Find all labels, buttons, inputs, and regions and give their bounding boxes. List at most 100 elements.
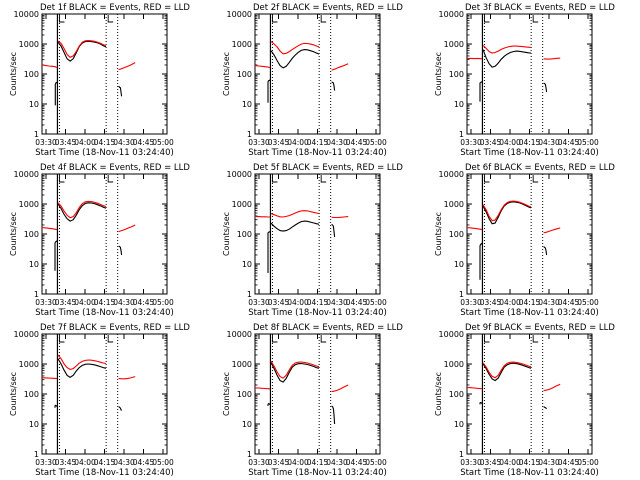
panel-7f-ytick-label: 10000 (14, 330, 39, 339)
panel-4f-xtick-label: 05:00 (152, 298, 174, 307)
panel-8f-xtick-label: 04:00 (287, 458, 309, 467)
panel-2f-title: Det 2f BLACK = Events, RED = LLD (253, 3, 403, 13)
panel-8f-xlabel: Start Time (18-Nov-11 03:24:40) (248, 468, 387, 478)
panel-8f-corner-mark (271, 335, 278, 343)
panel-5f-xtick-label: 04:15 (307, 298, 329, 307)
panel-7f-series-events-seg-1 (57, 358, 107, 378)
panel-8f-xtick-label: 05:00 (365, 458, 387, 467)
panel-7f-xtick-label: 05:00 (152, 458, 174, 467)
panel-6f-ytick-label: 1 (459, 290, 464, 299)
panel-2f: Det 2f BLACK = Events, RED = LLD 1 10 100 10… (222, 3, 403, 158)
panel-8f-title: Det 8f BLACK = Events, RED = LLD (253, 323, 403, 333)
panel-8f-series-events-seg-0 (267, 402, 271, 406)
panel-6f-series-events-seg-0 (479, 242, 483, 280)
panel-5f-series-lld-seg-2 (331, 216, 349, 219)
panel-1f-corner-mark (58, 15, 65, 23)
panel-4f-series-events-seg-0 (54, 240, 58, 271)
panel-2f-corner-mark (271, 15, 278, 23)
panel-3f-series-lld-seg-2 (543, 57, 561, 60)
panel-3f-xtick-label: 03:30 (460, 138, 482, 147)
panel-5f-title: Det 5f BLACK = Events, RED = LLD (253, 163, 403, 173)
panel-4f-series-events-seg-1 (57, 202, 107, 222)
panel-1f-title: Det 1f BLACK = Events, RED = LLD (40, 3, 190, 13)
panel-4f-corner-mark (107, 175, 114, 183)
panel-3f-ytick-label: 10 (454, 100, 464, 109)
panel-9f-corner-mark (483, 335, 490, 343)
panel-8f-ylabel: Counts/sec (222, 372, 231, 416)
panel-2f-xtick-label: 04:15 (307, 138, 329, 147)
panel-3f-xtick-label: 05:00 (577, 138, 599, 147)
panel-5f-xtick-label: 03:45 (268, 298, 290, 307)
panel-9f-xtick-label: 03:45 (480, 458, 502, 467)
panel-3f-series-events-seg-1 (482, 49, 531, 68)
panel-6f-ytick-label: 100 (449, 230, 464, 239)
panel-8f-ytick-label: 10 (242, 420, 252, 429)
panel-3f-xtick-label: 04:00 (499, 138, 521, 147)
panel-5f-xtick-label: 04:30 (326, 298, 348, 307)
panel-4f-ylabel: Counts/sec (9, 212, 18, 256)
panel-2f-series-events-seg-2 (331, 81, 336, 91)
panel-6f-ytick-label: 1000 (444, 200, 464, 209)
panel-6f-series-lld-seg-2 (543, 227, 561, 234)
panel-1f-series-events-seg-2 (118, 85, 123, 97)
panel-7f-ylabel: Counts/sec (9, 372, 18, 416)
panel-1f-xlabel: Start Time (18-Nov-11 03:24:40) (35, 148, 174, 158)
panel-5f-ytick-label: 1 (247, 290, 252, 299)
panel-9f-corner-mark (532, 335, 539, 343)
panel-8f-series-events-seg-1 (270, 362, 320, 383)
panel-2f-xtick-label: 04:45 (346, 138, 368, 147)
panel-6f-series-events-seg-1 (482, 201, 532, 225)
panel-3f-series-events-seg-2 (543, 82, 548, 93)
panel-8f-ytick-label: 100 (237, 390, 252, 399)
panel-3f-series-lld-seg-1 (482, 44, 531, 54)
panel-1f-xtick-label: 04:30 (113, 138, 135, 147)
panel-7f-xtick-label: 04:00 (74, 458, 96, 467)
panel-8f-xtick-label: 04:30 (326, 458, 348, 467)
panel-4f-xtick-label: 04:00 (74, 298, 96, 307)
panel-4f-series-events-seg-2 (118, 245, 123, 256)
panel-3f-series-events-seg-0 (479, 81, 483, 102)
panel-3f-ylabel: Counts/sec (434, 52, 443, 96)
panel-1f-corner-mark (107, 15, 114, 23)
panel-1f-series-lld-seg-0 (41, 64, 58, 69)
panel-7f-ytick-label: 1 (34, 450, 39, 459)
panel-2f-ytick-label: 100 (237, 70, 252, 79)
panel-5f-corner-mark (271, 175, 278, 183)
panel-4f-xtick-label: 03:30 (35, 298, 57, 307)
panel-4f-series-lld-seg-0 (41, 226, 58, 231)
panel-3f-ytick-label: 100 (449, 70, 464, 79)
panel-1f-ytick-label: 10000 (14, 10, 39, 19)
panel-1f-ytick-label: 10 (29, 100, 39, 109)
panel-1f-series-lld-seg-2 (118, 62, 136, 71)
panel-2f-corner-mark (320, 15, 327, 23)
panel-3f-title: Det 3f BLACK = Events, RED = LLD (465, 3, 615, 13)
panel-6f-ylabel: Counts/sec (434, 212, 443, 256)
panel-9f-series-events-seg-0 (479, 401, 483, 405)
panel-2f-series-lld-seg-2 (331, 63, 349, 71)
panel-3f-corner-mark (483, 15, 490, 23)
panel-4f-xlabel: Start Time (18-Nov-11 03:24:40) (35, 308, 174, 318)
panel-8f-corner-mark (320, 335, 327, 343)
panel-6f: Det 6f BLACK = Events, RED = LLD 1 10 100 10… (434, 163, 615, 318)
panel-6f-xlabel: Start Time (18-Nov-11 03:24:40) (460, 308, 599, 318)
panel-2f-xtick-label: 04:30 (326, 138, 348, 147)
panel-6f-title: Det 6f BLACK = Events, RED = LLD (465, 163, 615, 173)
panel-2f-ytick-label: 10 (242, 100, 252, 109)
panel-9f: Det 9f BLACK = Events, RED = LLD 1 10 100 10… (434, 323, 615, 478)
panel-4f-title: Det 4f BLACK = Events, RED = LLD (40, 163, 190, 173)
panel-3f-xtick-label: 04:30 (538, 138, 560, 147)
panel-7f-ytick-label: 1000 (19, 360, 39, 369)
panel-5f-xtick-label: 04:45 (346, 298, 368, 307)
panel-4f-series-lld-seg-1 (57, 200, 107, 219)
panel-8f-xtick-label: 03:30 (248, 458, 270, 467)
panel-9f-xlabel: Start Time (18-Nov-11 03:24:40) (460, 468, 599, 478)
panel-6f-series-lld-seg-0 (466, 226, 483, 231)
panel-1f-ytick-label: 1 (34, 130, 39, 139)
panel-8f-ytick-label: 1 (247, 450, 252, 459)
panel-3f-ytick-label: 10000 (439, 10, 464, 19)
panel-2f-xtick-label: 03:45 (268, 138, 290, 147)
panel-3f-ytick-label: 1000 (444, 40, 464, 49)
panel-8f-series-lld-seg-0 (254, 387, 271, 390)
panel-2f-series-events-seg-0 (267, 79, 271, 103)
panel-1f-xtick-label: 05:00 (152, 138, 174, 147)
